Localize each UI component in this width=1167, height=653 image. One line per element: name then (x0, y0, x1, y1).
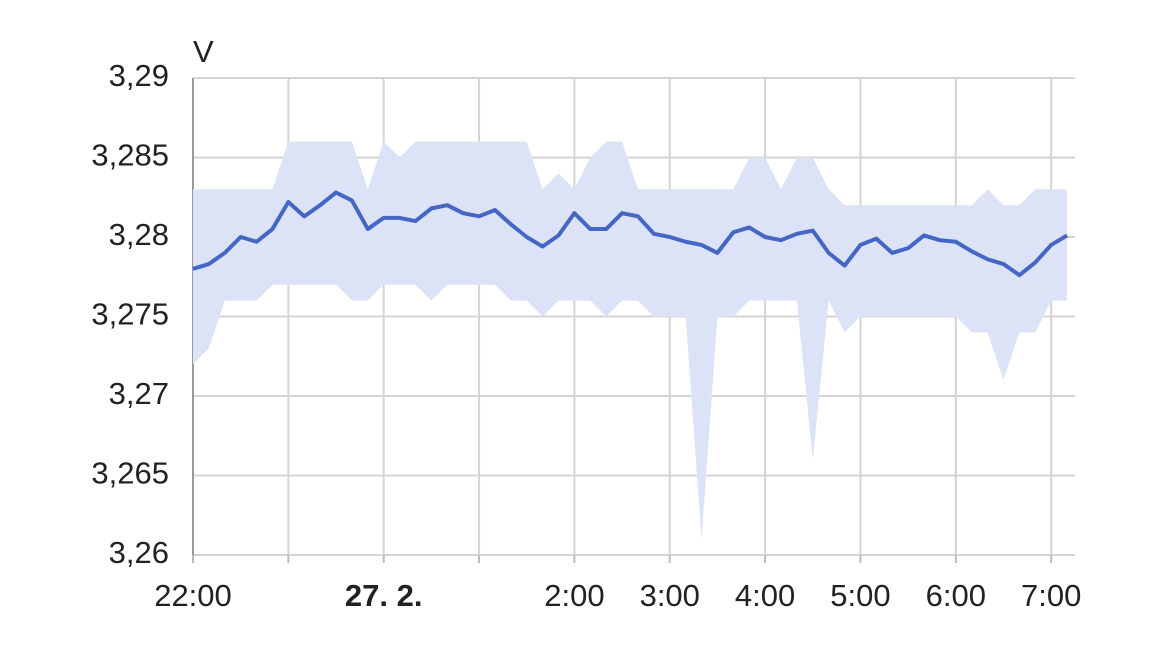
y-tick-label: 3,28 (109, 217, 169, 252)
range-band (193, 141, 1068, 540)
x-tick-label: 7:00 (1021, 578, 1081, 613)
x-tick-label: 6:00 (926, 578, 986, 613)
y-tick-label: 3,265 (91, 456, 169, 491)
x-tick-label: 2:00 (544, 578, 604, 613)
y-tick-label: 3,275 (91, 297, 169, 332)
y-tick-label: 3,29 (109, 58, 169, 93)
y-tick-label: 3,27 (109, 376, 169, 411)
y-unit: V (193, 34, 214, 69)
y-tick-label: 3,26 (109, 535, 169, 570)
x-tick-label: 22:00 (154, 578, 232, 613)
y-tick-label: 3,285 (91, 138, 169, 173)
x-tick-label: 3:00 (640, 578, 700, 613)
line (192, 190, 1069, 278)
x-tick-label: 4:00 (735, 578, 795, 613)
x-tick-label: 27. 2. (345, 578, 423, 613)
x-tick-label: 5:00 (830, 578, 890, 613)
